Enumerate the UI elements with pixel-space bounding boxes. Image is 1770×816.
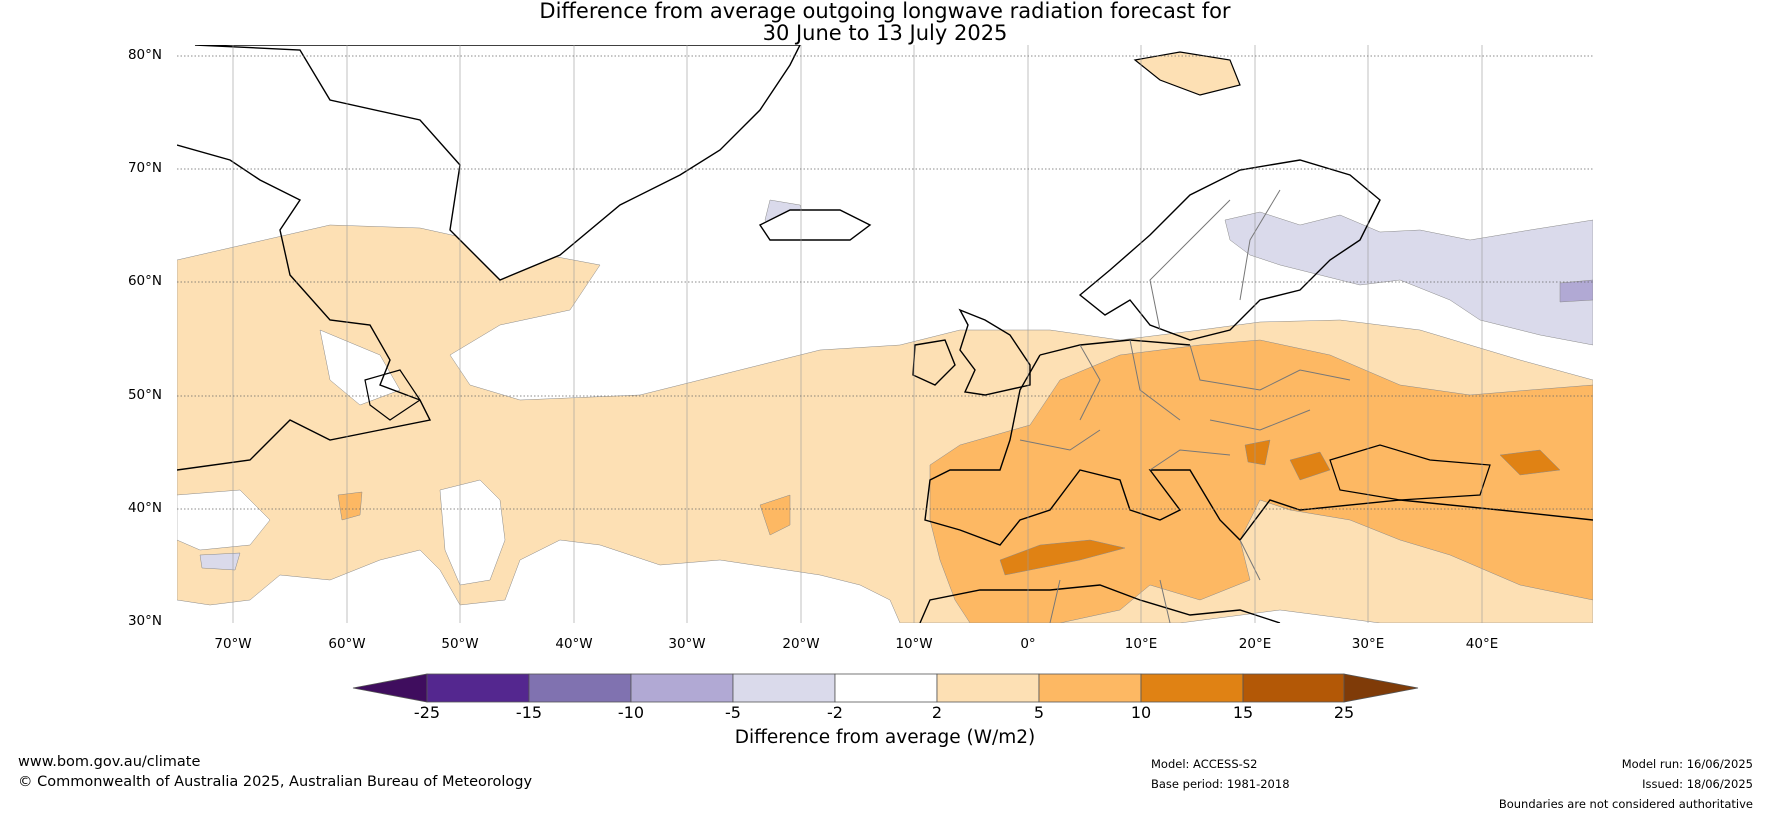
lat-label: 70°N xyxy=(127,160,162,176)
colorbar-tick: -15 xyxy=(515,703,543,722)
greenland-land xyxy=(194,45,801,281)
colorbar-segment xyxy=(1242,673,1345,703)
lat-label: 30°N xyxy=(127,613,162,629)
colorbar-segment xyxy=(1343,673,1419,703)
chart-title-line2: 30 June to 13 July 2025 xyxy=(762,21,1008,45)
colorbar-tick: 10 xyxy=(1130,703,1152,722)
europe-coast xyxy=(924,339,1593,546)
colorbar-segment xyxy=(630,673,734,703)
colorbar-tick: -2 xyxy=(827,703,843,722)
footer-disclaimer: Boundaries are not considered authoritat… xyxy=(1498,797,1753,811)
footer-model-run: Model run: 16/06/2025 xyxy=(1621,757,1753,771)
scandinavia-land xyxy=(1078,159,1381,341)
colorbar-tick: 5 xyxy=(1033,703,1045,722)
lat-label: 50°N xyxy=(127,387,162,403)
footer-base-period: Base period: 1981-2018 xyxy=(1151,777,1290,791)
footer-url[interactable]: www.bom.gov.au/climate xyxy=(18,754,201,770)
colorbar-segment xyxy=(426,673,530,703)
colorbar xyxy=(352,673,1419,703)
map-fields xyxy=(177,45,1593,623)
colorbar-segment xyxy=(1038,673,1142,703)
footer-model: Model: ACCESS-S2 xyxy=(1151,757,1258,771)
north-america-coast xyxy=(177,144,432,471)
lon-label: 20°W xyxy=(782,636,820,652)
anomaly-region-neg-10-5 xyxy=(1559,279,1593,303)
lon-label: 0° xyxy=(1020,636,1036,652)
colorbar-tick: -25 xyxy=(413,703,441,722)
colorbar-segment xyxy=(732,673,836,703)
colorbar-label: Difference from average (W/m2) xyxy=(734,727,1036,748)
lon-label: 30°E xyxy=(1351,636,1385,652)
lon-label: 40°E xyxy=(1465,636,1499,652)
colorbar-segment xyxy=(834,673,938,703)
gridlines xyxy=(232,45,1483,623)
lon-label: 30°W xyxy=(668,636,706,652)
colorbar-segment xyxy=(528,673,632,703)
lon-label: 70°W xyxy=(214,636,252,652)
colorbar-tick: 2 xyxy=(931,703,943,722)
lat-gridlines xyxy=(177,55,1593,510)
lat-label: 80°N xyxy=(127,47,162,63)
colorbar-segment xyxy=(352,673,428,703)
colorbar-tick: 25 xyxy=(1333,703,1355,722)
colorbar-tick: -5 xyxy=(725,703,741,722)
iceland-land xyxy=(758,209,872,241)
lon-label: 10°W xyxy=(895,636,933,652)
lon-label: 50°W xyxy=(441,636,479,652)
lat-label: 60°N xyxy=(127,273,162,289)
anomaly-region-neg-5-2 xyxy=(1224,211,1593,346)
lon-label: 20°E xyxy=(1238,636,1272,652)
anomaly-region-10-15 xyxy=(999,539,1126,576)
footer-issued: Issued: 18/06/2025 xyxy=(1642,777,1753,791)
colorbar-segment xyxy=(936,673,1040,703)
colorbar-tick: -10 xyxy=(617,703,645,722)
colorbar-segment xyxy=(1140,673,1244,703)
colorbar-tick: 15 xyxy=(1232,703,1254,722)
lat-label: 40°N xyxy=(127,500,162,516)
chart-title-line1: Difference from average outgoing longwav… xyxy=(539,0,1231,23)
lon-label: 40°W xyxy=(555,636,593,652)
lon-label: 60°W xyxy=(328,636,366,652)
lon-label: 10°E xyxy=(1124,636,1158,652)
british-isles-land xyxy=(958,308,1031,396)
footer-copyright: © Commonwealth of Australia 2025, Austra… xyxy=(18,774,533,790)
